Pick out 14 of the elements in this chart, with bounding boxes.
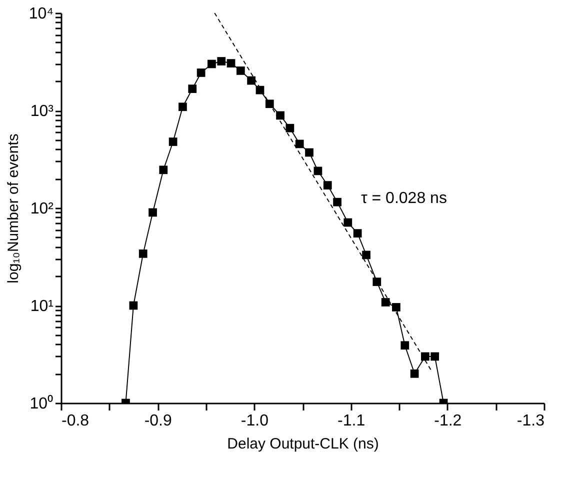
y-axis-title: log₁₀Number of events xyxy=(4,134,22,284)
x-tick-label: -1.0 xyxy=(240,412,269,430)
y-tick-label: 10⁴ xyxy=(28,6,54,22)
x-axis-title: Delay Output-CLK (ns) xyxy=(227,436,379,452)
y-tick-label: 10¹ xyxy=(30,298,54,315)
x-tick-label: -0.9 xyxy=(144,412,172,430)
x-tick-label: -1.2 xyxy=(434,412,462,430)
x-tick-label: -1.3 xyxy=(516,412,545,430)
y-tick-label: 10³ xyxy=(30,103,54,120)
x-tick-label: -0.8 xyxy=(62,412,90,430)
y-tick-label: 10² xyxy=(30,200,54,218)
y-tick-label: 10⁰ xyxy=(30,394,54,412)
x-tick-label: -1.1 xyxy=(338,412,366,430)
annotation: τ = 0.028 ns xyxy=(361,190,447,207)
